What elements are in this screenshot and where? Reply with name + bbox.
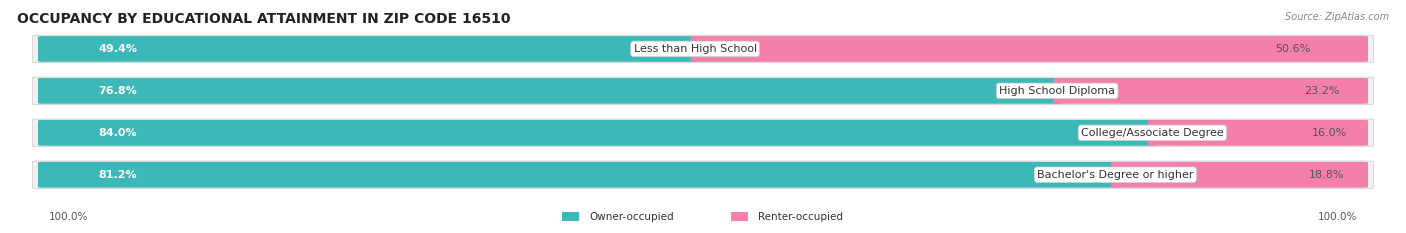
- Text: College/Associate Degree: College/Associate Degree: [1081, 128, 1223, 138]
- FancyBboxPatch shape: [1053, 78, 1368, 104]
- Text: 18.8%: 18.8%: [1309, 170, 1344, 180]
- Text: 84.0%: 84.0%: [98, 128, 136, 138]
- Text: Bachelor's Degree or higher: Bachelor's Degree or higher: [1038, 170, 1194, 180]
- FancyBboxPatch shape: [690, 36, 1368, 62]
- FancyBboxPatch shape: [1149, 120, 1368, 146]
- FancyBboxPatch shape: [1111, 162, 1368, 188]
- FancyBboxPatch shape: [32, 35, 1374, 63]
- FancyBboxPatch shape: [38, 120, 1157, 146]
- Text: High School Diploma: High School Diploma: [1000, 86, 1115, 96]
- Text: 100.0%: 100.0%: [1317, 212, 1357, 222]
- FancyBboxPatch shape: [38, 162, 1119, 188]
- Text: Owner-occupied: Owner-occupied: [589, 212, 673, 222]
- FancyBboxPatch shape: [38, 36, 699, 62]
- FancyBboxPatch shape: [731, 212, 748, 221]
- FancyBboxPatch shape: [32, 119, 1374, 147]
- Text: 76.8%: 76.8%: [98, 86, 138, 96]
- FancyBboxPatch shape: [32, 161, 1374, 188]
- Text: 49.4%: 49.4%: [98, 44, 138, 54]
- FancyBboxPatch shape: [562, 212, 579, 221]
- Text: Renter-occupied: Renter-occupied: [758, 212, 842, 222]
- Text: 50.6%: 50.6%: [1275, 44, 1310, 54]
- Text: 81.2%: 81.2%: [98, 170, 136, 180]
- Text: Less than High School: Less than High School: [634, 44, 756, 54]
- Text: 100.0%: 100.0%: [49, 212, 89, 222]
- Text: Source: ZipAtlas.com: Source: ZipAtlas.com: [1285, 12, 1389, 22]
- Text: 16.0%: 16.0%: [1312, 128, 1347, 138]
- Text: OCCUPANCY BY EDUCATIONAL ATTAINMENT IN ZIP CODE 16510: OCCUPANCY BY EDUCATIONAL ATTAINMENT IN Z…: [17, 12, 510, 26]
- FancyBboxPatch shape: [38, 78, 1062, 104]
- Text: 23.2%: 23.2%: [1303, 86, 1340, 96]
- FancyBboxPatch shape: [32, 77, 1374, 105]
